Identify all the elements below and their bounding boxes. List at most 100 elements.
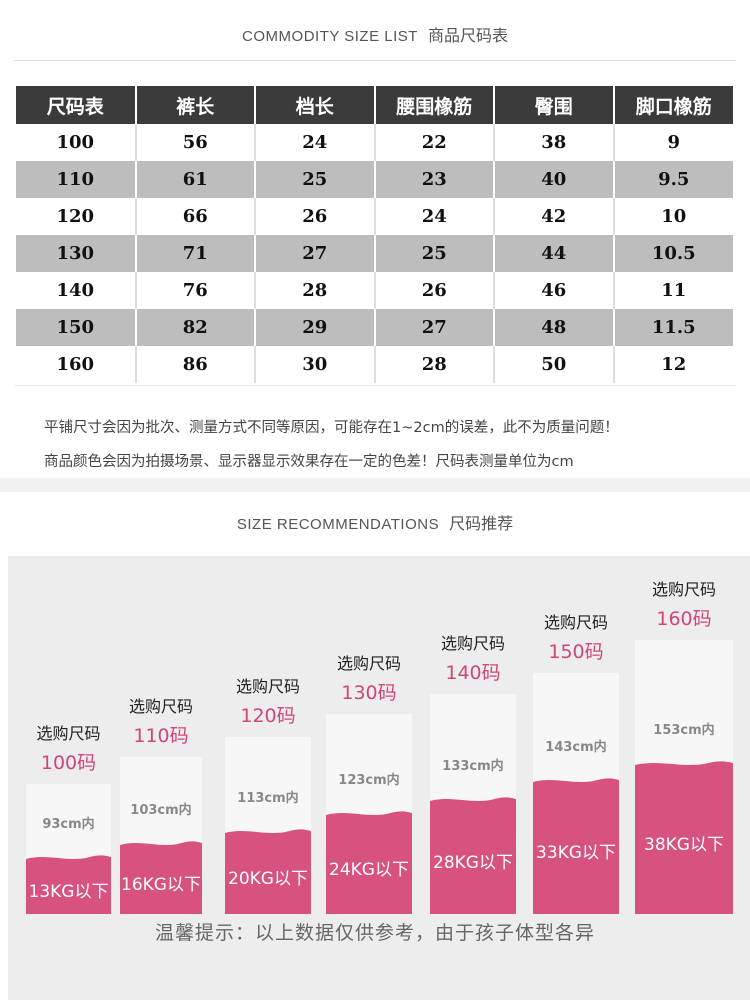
table-row: 110 61 25 23 40 9.5 [16,161,733,198]
weight-fill: 33KG以下 [533,778,619,914]
table-cell: 100 [16,124,137,161]
table-cell: 24 [255,124,376,161]
wave-shape [430,797,516,805]
table-cell: 38 [494,124,615,161]
height-bar: 133cm内 28KG以下 [430,694,516,914]
weight-fill: 24KG以下 [326,811,412,914]
size-list-title-en: COMMODITY SIZE LIST [242,28,418,45]
weight-fill: 16KG以下 [120,841,202,914]
recommend-size: 160码 [656,608,712,630]
recommend-weight: 28KG以下 [433,853,513,873]
table-cell: 11 [613,272,733,309]
table-cell: 120 [16,198,137,235]
recommend-weight: 20KG以下 [228,869,308,889]
table-cell: 150 [16,309,137,346]
table-cell: 40 [494,161,615,198]
recommend-weight: 16KG以下 [121,875,201,895]
size-list-title: COMMODITY SIZE LIST 商品尺码表 [0,22,750,46]
measurement-note: 平铺尺寸会因为批次、测量方式不同等原因，可能存在1~2cm的误差，此不为质量问题… [44,420,619,436]
table-cell: 27 [255,235,376,272]
header-cuff-elastic: 脚口橡筋 [613,86,733,124]
table-cell: 26 [374,272,495,309]
height-bar: 113cm内 20KG以下 [225,737,311,914]
table-cell: 25 [374,235,495,272]
table-row: 150 82 29 27 48 11.5 [16,309,733,346]
weight-fill: 20KG以下 [225,829,311,914]
table-row: 120 66 26 24 42 10 [16,198,733,235]
header-hip: 臀围 [494,86,615,124]
divider [14,60,736,61]
size-recommendation-130码: 选购尺码 130码 123cm内 24KG以下 [326,0,412,1000]
tip-text: 温馨提示：以上数据仅供参考，由于孩子体型各异 [154,922,595,944]
table-header-row: 尺码表 裤长 档长 腰围橡筋 臀围 脚口橡筋 [16,86,733,124]
height-bar: 93cm内 13KG以下 [26,784,111,914]
recommend-height: 153cm内 [653,723,715,738]
table-cell: 82 [135,309,256,346]
size-list-title-zh: 商品尺码表 [427,26,508,45]
table-cell: 44 [494,235,615,272]
height-bar: 103cm内 16KG以下 [120,757,202,914]
table-cell: 110 [16,161,137,198]
recommend-weight: 24KG以下 [329,860,409,880]
height-bar: 153cm内 38KG以下 [635,640,733,914]
wave-shape [26,855,111,863]
recommend-label: 选购尺码 [651,580,716,599]
wave-shape [635,761,733,769]
recommend-size: 110码 [133,725,189,747]
recommend-size: 140码 [445,662,501,684]
recommend-height: 133cm内 [442,759,504,774]
recommend-size: 120码 [240,705,296,727]
recommend-height: 93cm内 [42,817,95,832]
table-cell: 22 [374,124,495,161]
table-row: 140 76 28 26 46 11 [16,272,733,309]
table-cell: 9.5 [613,161,733,198]
recommendations-title-en: SIZE RECOMMENDATIONS [236,516,440,533]
section-divider-band [0,478,750,492]
size-recommendations-section: SIZE RECOMMENDATIONS 尺码推荐 选购尺码 100码 93cm内 13… [0,492,750,1000]
divider [14,385,736,386]
table-cell: 160 [16,346,137,383]
recommend-height: 103cm内 [130,803,192,818]
table-cell: 48 [494,309,615,346]
recommend-label: 选购尺码 [543,613,608,632]
table-cell: 29 [255,309,376,346]
size-list-section: COMMODITY SIZE LIST 商品尺码表 尺码表 裤长 档长 腰围橡筋 … [0,0,750,478]
wave-shape [225,829,311,837]
wave-shape [533,778,619,786]
height-bar: 123cm内 24KG以下 [326,714,412,914]
recommend-weight: 33KG以下 [536,843,616,863]
recommend-size: 100码 [40,752,97,774]
weight-fill: 38KG以下 [635,761,733,914]
recommendations-title-zh: 尺码推荐 [449,514,514,533]
recommend-height: 113cm内 [237,791,299,806]
table-cell: 28 [374,346,495,383]
table-cell: 76 [135,272,256,309]
table-cell: 66 [135,198,256,235]
header-size: 尺码表 [16,86,137,124]
table-row: 160 86 30 28 50 12 [16,346,733,383]
size-recommendation-150码: 选购尺码 150码 143cm内 33KG以下 [533,0,619,1000]
table-row: 100 56 24 22 38 9 [16,124,733,161]
table-cell: 10.5 [613,235,733,272]
table-cell: 42 [494,198,615,235]
recommend-height: 123cm内 [338,773,400,788]
recommend-size: 130码 [341,682,397,704]
header-waist-elastic: 腰围橡筋 [374,86,495,124]
size-recommendation-140码: 选购尺码 140码 133cm内 28KG以下 [430,0,516,1000]
table-cell: 26 [255,198,376,235]
table-row: 130 71 27 25 44 10.5 [16,235,733,272]
color-note: 商品颜色会因为拍摄场景、显示器显示效果存在一定的色差！尺码表测量单位为cm [44,454,574,470]
weight-fill: 13KG以下 [26,855,111,914]
recommend-label: 选购尺码 [128,697,193,716]
table-cell: 10 [613,198,733,235]
table-cell: 28 [255,272,376,309]
recommend-label: 选购尺码 [36,724,101,743]
recommend-label: 选购尺码 [440,634,505,653]
recommend-label: 选购尺码 [336,654,401,673]
table-cell: 23 [374,161,495,198]
recommendations-title: SIZE RECOMMENDATIONS 尺码推荐 [0,510,750,534]
size-table: 尺码表 裤长 档长 腰围橡筋 臀围 脚口橡筋 100 56 24 22 38 9 110 61… [16,86,733,383]
size-recommendation-100码: 选购尺码 100码 93cm内 13KG以下 [26,0,111,1000]
recommend-weight: 38KG以下 [644,835,724,855]
